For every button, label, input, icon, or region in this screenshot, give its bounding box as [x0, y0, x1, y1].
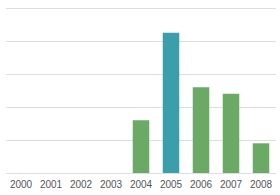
svg-text:2001: 2001: [40, 179, 63, 190]
svg-text:2007: 2007: [220, 179, 243, 190]
svg-text:2002: 2002: [70, 179, 93, 190]
svg-text:2000: 2000: [10, 179, 33, 190]
svg-text:2004: 2004: [130, 179, 153, 190]
svg-text:2006: 2006: [190, 179, 213, 190]
svg-text:2005: 2005: [160, 179, 183, 190]
svg-text:2008: 2008: [250, 179, 273, 190]
svg-text:2003: 2003: [100, 179, 123, 190]
